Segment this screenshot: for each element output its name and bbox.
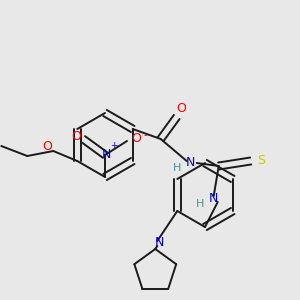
Text: O: O bbox=[131, 133, 141, 146]
Text: O: O bbox=[71, 130, 81, 143]
Text: H: H bbox=[196, 199, 204, 209]
Text: H: H bbox=[172, 163, 181, 173]
Text: N: N bbox=[186, 157, 195, 169]
Text: O: O bbox=[176, 103, 186, 116]
Text: +: + bbox=[110, 142, 118, 151]
Text: N: N bbox=[154, 236, 164, 248]
Text: S: S bbox=[257, 154, 265, 167]
Text: -: - bbox=[143, 130, 147, 140]
Text: N: N bbox=[209, 193, 218, 206]
Text: O: O bbox=[42, 140, 52, 154]
Text: N: N bbox=[101, 148, 111, 160]
